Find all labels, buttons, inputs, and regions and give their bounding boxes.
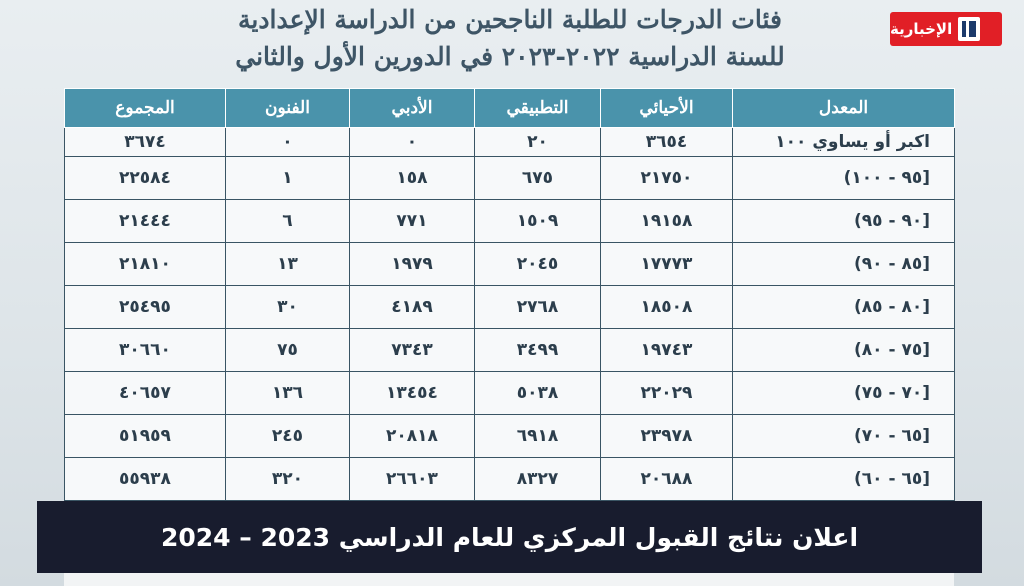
cell-rate: [٧٥ - ٨٠) bbox=[732, 328, 955, 372]
cell-literary: ٧٣٤٣ bbox=[349, 328, 475, 372]
cell-literary: ٢٦٦٠٣ bbox=[349, 457, 475, 501]
cell-total: ٣٠٦٦٠ bbox=[64, 328, 226, 372]
cell-literary: ٧٧١ bbox=[349, 199, 475, 243]
header-literary: الأدبي bbox=[349, 88, 475, 128]
cell-applied: ٦٧٥ bbox=[474, 156, 601, 200]
cell-biology: ٢٢٠٢٩ bbox=[600, 371, 733, 415]
cell-applied: ٦٩١٨ bbox=[474, 414, 601, 458]
header-applied: التطبيقي bbox=[474, 88, 601, 128]
cell-applied: ٥٠٣٨ bbox=[474, 371, 601, 415]
cell-arts: ١٣٦ bbox=[225, 371, 350, 415]
cell-total: ٢١٤٤٤ bbox=[64, 199, 226, 243]
cell-rate: [٩٠ - ٩٥) bbox=[732, 199, 955, 243]
news-banner: اعلان نتائج القبول المركزي للعام الدراسي… bbox=[37, 501, 982, 573]
table-row: [٦٥ - ٧٠) ٢٣٩٧٨ ٦٩١٨ ٢٠٨١٨ ٢٤٥ ٥١٩٥٩ bbox=[64, 414, 955, 458]
channel-logo-icon bbox=[958, 17, 981, 41]
cell-applied: ٣٤٩٩ bbox=[474, 328, 601, 372]
header-arts: الفنون bbox=[225, 88, 350, 128]
cell-rate: اكبر أو يساوي ١٠٠ bbox=[732, 127, 955, 157]
cell-rate: [٨٥ - ٩٠) bbox=[732, 242, 955, 286]
cell-applied: ٢٠٤٥ bbox=[474, 242, 601, 286]
cell-applied: ١٥٠٩ bbox=[474, 199, 601, 243]
grades-table: المعدل الأحيائي التطبيقي الأدبي الفنون ا… bbox=[64, 88, 955, 501]
cell-arts: ٠ bbox=[225, 127, 350, 157]
cell-arts: ٦ bbox=[225, 199, 350, 243]
cell-applied: ٢٠ bbox=[474, 127, 601, 157]
cell-biology: ٢٠٦٨٨ bbox=[600, 457, 733, 501]
table-row: [٨٠ - ٨٥) ١٨٥٠٨ ٢٧٦٨ ٤١٨٩ ٣٠ ٢٥٤٩٥ bbox=[64, 285, 955, 329]
table-row: [٦٥ - ٦٠) ٢٠٦٨٨ ٨٣٢٧ ٢٦٦٠٣ ٣٢٠ ٥٥٩٣٨ bbox=[64, 457, 955, 501]
table-header-row: المعدل الأحيائي التطبيقي الأدبي الفنون ا… bbox=[64, 88, 955, 128]
cell-rate: [٧٠ - ٧٥) bbox=[732, 371, 955, 415]
cell-total: ٢٥٤٩٥ bbox=[64, 285, 226, 329]
cell-literary: ٤١٨٩ bbox=[349, 285, 475, 329]
table-row: [٩٠ - ٩٥) ١٩١٥٨ ١٥٠٩ ٧٧١ ٦ ٢١٤٤٤ bbox=[64, 199, 955, 243]
table-row: [٩٥ - ١٠٠) ٢١٧٥٠ ٦٧٥ ١٥٨ ١ ٢٢٥٨٤ bbox=[64, 156, 955, 200]
cell-biology: ٢١٧٥٠ bbox=[600, 156, 733, 200]
page-title: فئات الدرجات للطلبة الناجحين من الدراسة … bbox=[170, 2, 850, 76]
cell-applied: ٢٧٦٨ bbox=[474, 285, 601, 329]
cell-arts: ٣٢٠ bbox=[225, 457, 350, 501]
title-line-1: فئات الدرجات للطلبة الناجحين من الدراسة … bbox=[238, 5, 782, 34]
cell-biology: ١٩٧٤٣ bbox=[600, 328, 733, 372]
cell-rate: [٦٥ - ٧٠) bbox=[732, 414, 955, 458]
cell-total: ٢١٨١٠ bbox=[64, 242, 226, 286]
header-total: المجموع bbox=[64, 88, 226, 128]
cell-biology: ٢٣٩٧٨ bbox=[600, 414, 733, 458]
cell-biology: ١٨٥٠٨ bbox=[600, 285, 733, 329]
table-bottom-strip bbox=[64, 573, 954, 586]
cell-rate: [٨٠ - ٨٥) bbox=[732, 285, 955, 329]
channel-logo-text: الإخبارية bbox=[890, 20, 953, 38]
cell-total: ٥١٩٥٩ bbox=[64, 414, 226, 458]
cell-literary: ٢٠٨١٨ bbox=[349, 414, 475, 458]
cell-rate: [٦٥ - ٦٠) bbox=[732, 457, 955, 501]
cell-total: ٤٠٦٥٧ bbox=[64, 371, 226, 415]
title-line-2: للسنة الدراسية ٢٠٢٢-٢٠٢٣ في الدورين الأو… bbox=[235, 42, 785, 71]
cell-arts: ١ bbox=[225, 156, 350, 200]
cell-applied: ٨٣٢٧ bbox=[474, 457, 601, 501]
cell-rate: [٩٥ - ١٠٠) bbox=[732, 156, 955, 200]
cell-total: ٢٢٥٨٤ bbox=[64, 156, 226, 200]
cell-biology: ٣٦٥٤ bbox=[600, 127, 733, 157]
header-biology: الأحيائي bbox=[600, 88, 733, 128]
channel-logo: الإخبارية bbox=[890, 12, 1002, 46]
cell-literary: ٠ bbox=[349, 127, 475, 157]
cell-arts: ٧٥ bbox=[225, 328, 350, 372]
cell-biology: ١٩١٥٨ bbox=[600, 199, 733, 243]
cell-total: ٥٥٩٣٨ bbox=[64, 457, 226, 501]
header-rate: المعدل bbox=[732, 88, 955, 128]
cell-arts: ٢٤٥ bbox=[225, 414, 350, 458]
table-row: [٨٥ - ٩٠) ١٧٧٧٣ ٢٠٤٥ ١٩٧٩ ١٣ ٢١٨١٠ bbox=[64, 242, 955, 286]
table-row: [٧٥ - ٨٠) ١٩٧٤٣ ٣٤٩٩ ٧٣٤٣ ٧٥ ٣٠٦٦٠ bbox=[64, 328, 955, 372]
banner-text: اعلان نتائج القبول المركزي للعام الدراسي… bbox=[160, 522, 859, 552]
cell-literary: ١٣٤٥٤ bbox=[349, 371, 475, 415]
cell-arts: ٣٠ bbox=[225, 285, 350, 329]
cell-arts: ١٣ bbox=[225, 242, 350, 286]
table-row: اكبر أو يساوي ١٠٠ ٣٦٥٤ ٢٠ ٠ ٠ ٣٦٧٤ bbox=[64, 127, 955, 157]
table-row: [٧٠ - ٧٥) ٢٢٠٢٩ ٥٠٣٨ ١٣٤٥٤ ١٣٦ ٤٠٦٥٧ bbox=[64, 371, 955, 415]
cell-biology: ١٧٧٧٣ bbox=[600, 242, 733, 286]
cell-total: ٣٦٧٤ bbox=[64, 127, 226, 157]
cell-literary: ١٩٧٩ bbox=[349, 242, 475, 286]
cell-literary: ١٥٨ bbox=[349, 156, 475, 200]
